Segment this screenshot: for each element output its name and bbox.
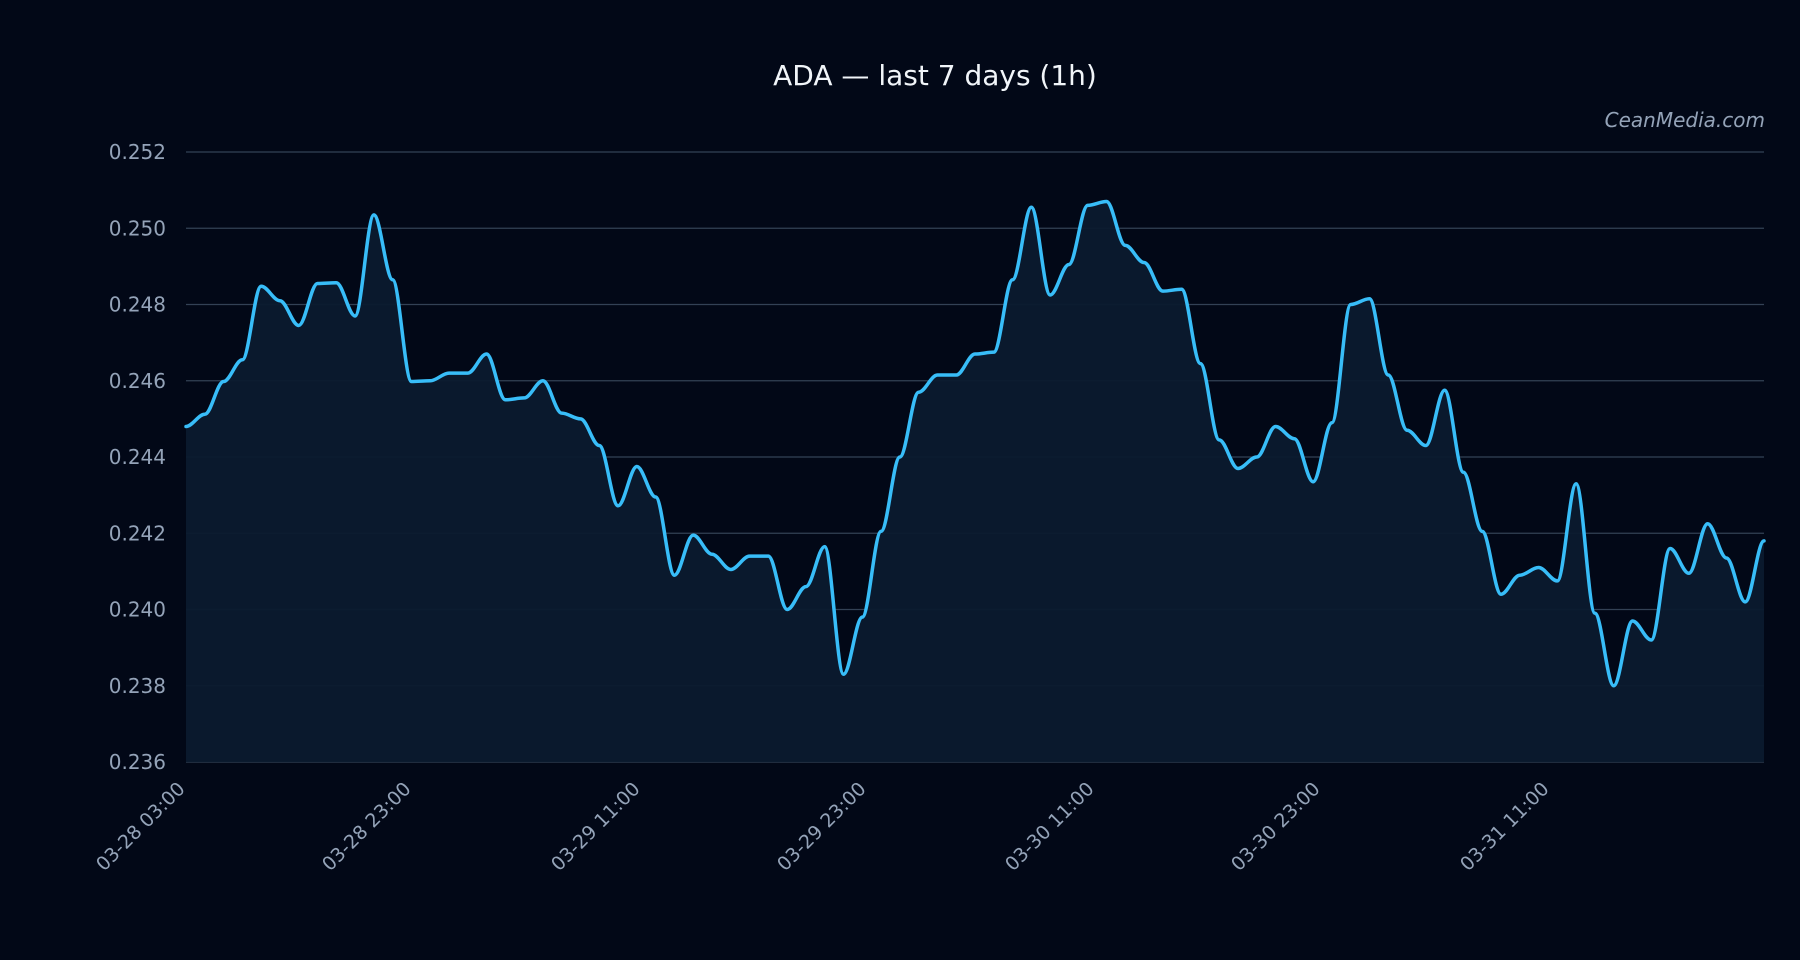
y-tick-label: 0.252 [109,140,166,164]
y-tick-label: 0.248 [109,293,166,317]
y-tick-label: 0.238 [109,674,166,698]
watermark-text: CeanMedia.com [1605,108,1765,132]
y-axis-ticks: 0.252 0.250 0.248 0.246 0.244 0.242 0.240 0.238… [109,140,166,774]
y-tick-label: 0.250 [109,216,166,240]
y-tick-label: 0.244 [109,445,166,469]
series-area-fill [186,201,1764,762]
y-tick-label: 0.236 [109,750,166,774]
y-tick-label: 0.246 [109,369,166,393]
y-tick-label: 0.240 [109,598,166,622]
chart-title: ADA — last 7 days (1h) [773,59,1097,92]
y-tick-label: 0.242 [109,521,166,545]
series-line [184,199,1766,688]
